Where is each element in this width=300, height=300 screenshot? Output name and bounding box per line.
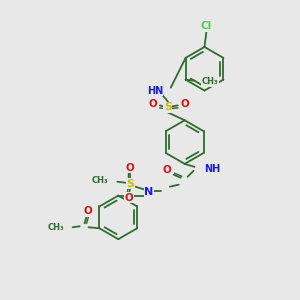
Text: S: S xyxy=(126,179,134,189)
Text: O: O xyxy=(126,163,135,173)
Text: O: O xyxy=(148,99,157,110)
Text: S: S xyxy=(164,102,172,112)
Text: N: N xyxy=(144,187,154,196)
Text: Cl: Cl xyxy=(201,21,212,31)
Text: CH₃: CH₃ xyxy=(47,223,64,232)
Text: CH₃: CH₃ xyxy=(92,176,108,185)
Text: O: O xyxy=(125,193,134,202)
Text: O: O xyxy=(180,99,189,110)
Text: NH: NH xyxy=(205,164,221,174)
Text: HN: HN xyxy=(147,85,163,96)
Text: O: O xyxy=(163,165,171,175)
Text: O: O xyxy=(83,206,92,216)
Text: CH₃: CH₃ xyxy=(202,77,218,86)
